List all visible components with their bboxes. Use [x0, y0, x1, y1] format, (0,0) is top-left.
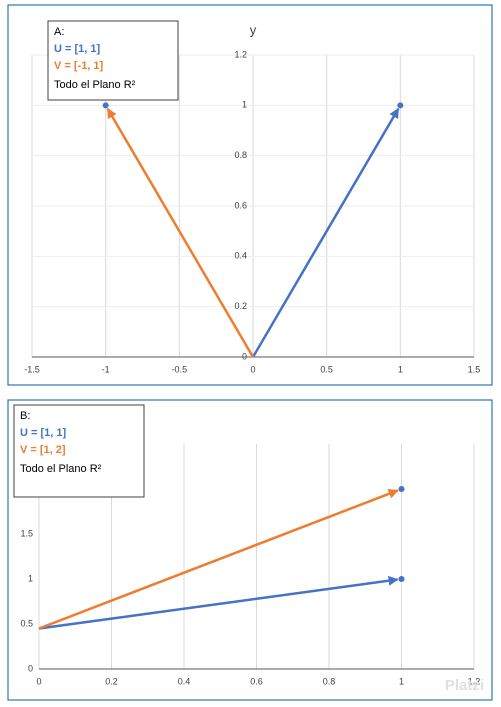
- y-tick-label: 0.8: [234, 150, 247, 160]
- end-point: [398, 486, 405, 492]
- x-tick-label: 0: [250, 364, 255, 374]
- end-point: [102, 102, 109, 109]
- y-tick-label: 0: [242, 351, 247, 361]
- vector-line: [38, 575, 399, 630]
- x-tick-label: 0.2: [105, 676, 118, 686]
- vector-line: [251, 107, 400, 358]
- y-tick-label: 1.2: [234, 49, 247, 59]
- vector-line: [38, 489, 399, 630]
- x-tick-label: -1.5: [24, 364, 40, 374]
- y-tick-label: 0.4: [234, 251, 247, 261]
- legend-note: Todo el Plano R²: [20, 463, 102, 475]
- y-tick-label: 1.5: [20, 528, 33, 538]
- y-tick-label: 0: [28, 663, 33, 673]
- x-tick-label: 1.5: [468, 364, 481, 374]
- x-tick-label: 1.2: [468, 676, 481, 686]
- vector-line: [106, 107, 255, 358]
- watermark: Platzi: [445, 677, 484, 694]
- axis-title: y: [250, 22, 257, 37]
- legend-box: [47, 20, 179, 101]
- legend-entry: V = [-1, 1]: [54, 60, 104, 72]
- end-point: [397, 102, 404, 109]
- x-tick-label: 0.6: [250, 676, 263, 686]
- x-tick-label: 0.4: [178, 676, 191, 686]
- legend-label: B:: [20, 410, 30, 422]
- legend-entry: U = [1, 1]: [54, 43, 100, 55]
- legend-box: [13, 404, 145, 498]
- x-tick-label: 0: [36, 676, 41, 686]
- y-tick-label: 0.2: [234, 301, 247, 311]
- legend-label: A:: [54, 26, 64, 38]
- y-tick-label: 0.6: [234, 200, 247, 210]
- legend-entry: U = [1, 1]: [20, 427, 66, 439]
- x-tick-label: -0.5: [172, 364, 188, 374]
- x-tick-label: 1: [399, 676, 404, 686]
- y-tick-label: 1: [242, 100, 247, 110]
- x-tick-label: 1: [398, 364, 403, 374]
- x-tick-label: 0.8: [323, 676, 336, 686]
- x-tick-label: 0.5: [320, 364, 333, 374]
- legend-entry: V = [1, 2]: [20, 444, 66, 456]
- legend-note: Todo el Plano R²: [54, 79, 136, 91]
- y-tick-label: 1: [28, 573, 33, 583]
- end-point: [398, 576, 405, 582]
- y-tick-label: 0.5: [20, 618, 33, 628]
- x-tick-label: -1: [102, 364, 110, 374]
